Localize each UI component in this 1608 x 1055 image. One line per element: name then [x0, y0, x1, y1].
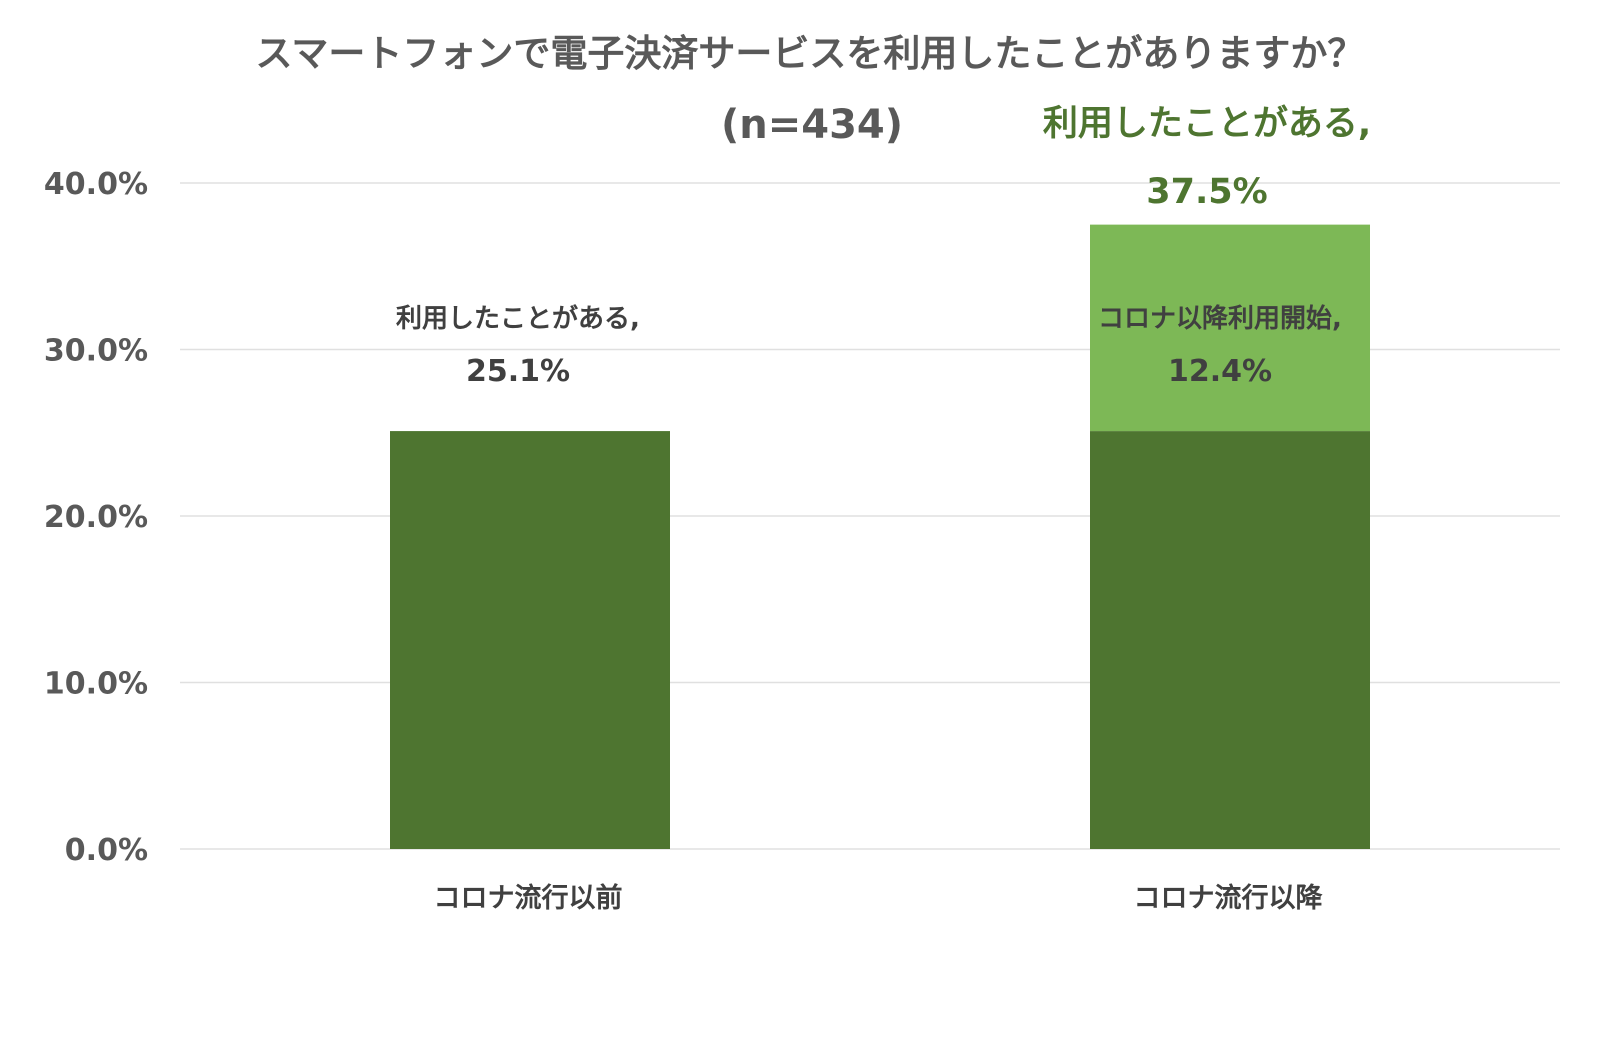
bar-segment	[1090, 431, 1370, 849]
total-label-value: 37.5%	[1146, 172, 1267, 212]
bars	[390, 224, 1370, 849]
data-label-value: 12.4%	[1168, 354, 1272, 389]
data-labels: 利用したことがある, 25.1% コロナ以降利用開始, 12.4% 利用したことがある,…	[396, 104, 1371, 389]
x-axis: コロナ流行以前 コロナ流行以降	[434, 882, 1324, 914]
chart-title: スマートフォンで電子決済サービスを利用したことがありますか？	[256, 32, 1365, 75]
data-label-value: 25.1%	[466, 354, 570, 389]
y-axis: 0.0% 10.0% 20.0% 30.0% 40.0%	[44, 167, 148, 868]
y-tick-label: 40.0%	[44, 167, 148, 202]
y-tick-label: 20.0%	[44, 500, 148, 535]
category-label: コロナ流行以前	[434, 882, 623, 914]
category-label: コロナ流行以降	[1134, 882, 1324, 914]
bar-segment	[390, 431, 670, 849]
y-tick-label: 0.0%	[65, 833, 148, 868]
total-label-text: 利用したことがある,	[1043, 104, 1371, 144]
data-label-text: コロナ以降利用開始,	[1098, 304, 1342, 334]
bar-segment	[1090, 224, 1370, 432]
data-label-text: 利用したことがある,	[396, 303, 640, 334]
y-tick-label: 30.0%	[44, 334, 148, 369]
y-tick-label: 10.0%	[44, 667, 148, 702]
chart-subtitle: (n=434)	[721, 102, 903, 148]
